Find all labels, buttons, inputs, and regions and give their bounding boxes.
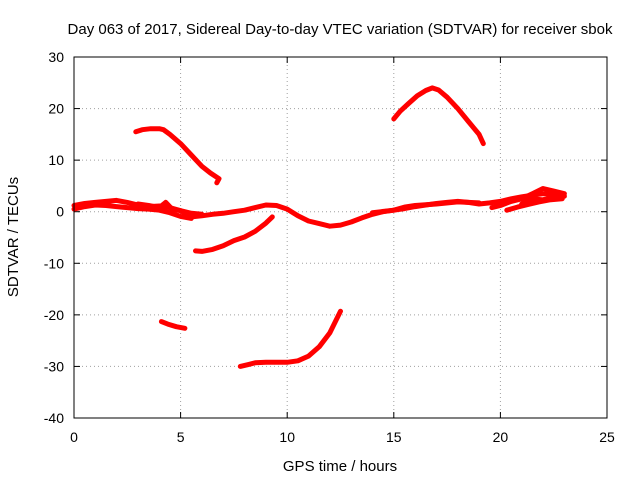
data-series-arc-0-5 bbox=[71, 202, 194, 221]
data-series-group bbox=[71, 85, 567, 369]
data-series-arc-14-19 bbox=[370, 199, 482, 216]
y-axis-tick-labels: -40 -30 -20 -10 0 10 20 30 bbox=[44, 49, 64, 426]
grid bbox=[74, 57, 607, 418]
axis-ticks bbox=[73, 56, 608, 419]
y-tick-label: -40 bbox=[44, 410, 64, 426]
chart-title: Day 063 of 2017, Sidereal Day-to-day VTE… bbox=[68, 21, 613, 38]
data-series-arc-upper-left bbox=[133, 126, 222, 186]
x-tick-label: 5 bbox=[177, 429, 185, 445]
y-tick-label: -10 bbox=[44, 255, 64, 271]
y-tick-label: 30 bbox=[48, 49, 64, 65]
y-axis-label: SDTVAR / TECUs bbox=[5, 177, 22, 297]
x-axis-tick-labels: 0 5 10 15 20 25 bbox=[70, 429, 615, 445]
x-tick-label: 0 bbox=[70, 429, 78, 445]
data-series-arc-20-23 bbox=[504, 196, 565, 213]
y-tick-label: 0 bbox=[56, 204, 64, 220]
data-series-arc-upper-right bbox=[391, 85, 486, 147]
x-axis-label: GPS time / hours bbox=[283, 458, 397, 475]
y-tick-label: 10 bbox=[48, 152, 64, 168]
x-tick-label: 20 bbox=[493, 429, 509, 445]
data-series-arc-3-6 bbox=[135, 199, 205, 217]
data-series-arc-19-23 bbox=[489, 186, 567, 211]
y-tick-label: -30 bbox=[44, 358, 64, 374]
data-series-arc-rising bbox=[193, 214, 275, 254]
data-series-arc-short-low bbox=[158, 319, 188, 331]
y-tick-label: 20 bbox=[48, 101, 64, 117]
x-tick-label: 10 bbox=[279, 429, 295, 445]
data-series-arc-bottom bbox=[237, 308, 343, 369]
x-tick-label: 15 bbox=[386, 429, 402, 445]
y-tick-label: -20 bbox=[44, 307, 64, 323]
data-series-arc-21-23 bbox=[519, 193, 567, 207]
plot-frame bbox=[73, 56, 608, 419]
x-tick-label: 25 bbox=[599, 429, 615, 445]
